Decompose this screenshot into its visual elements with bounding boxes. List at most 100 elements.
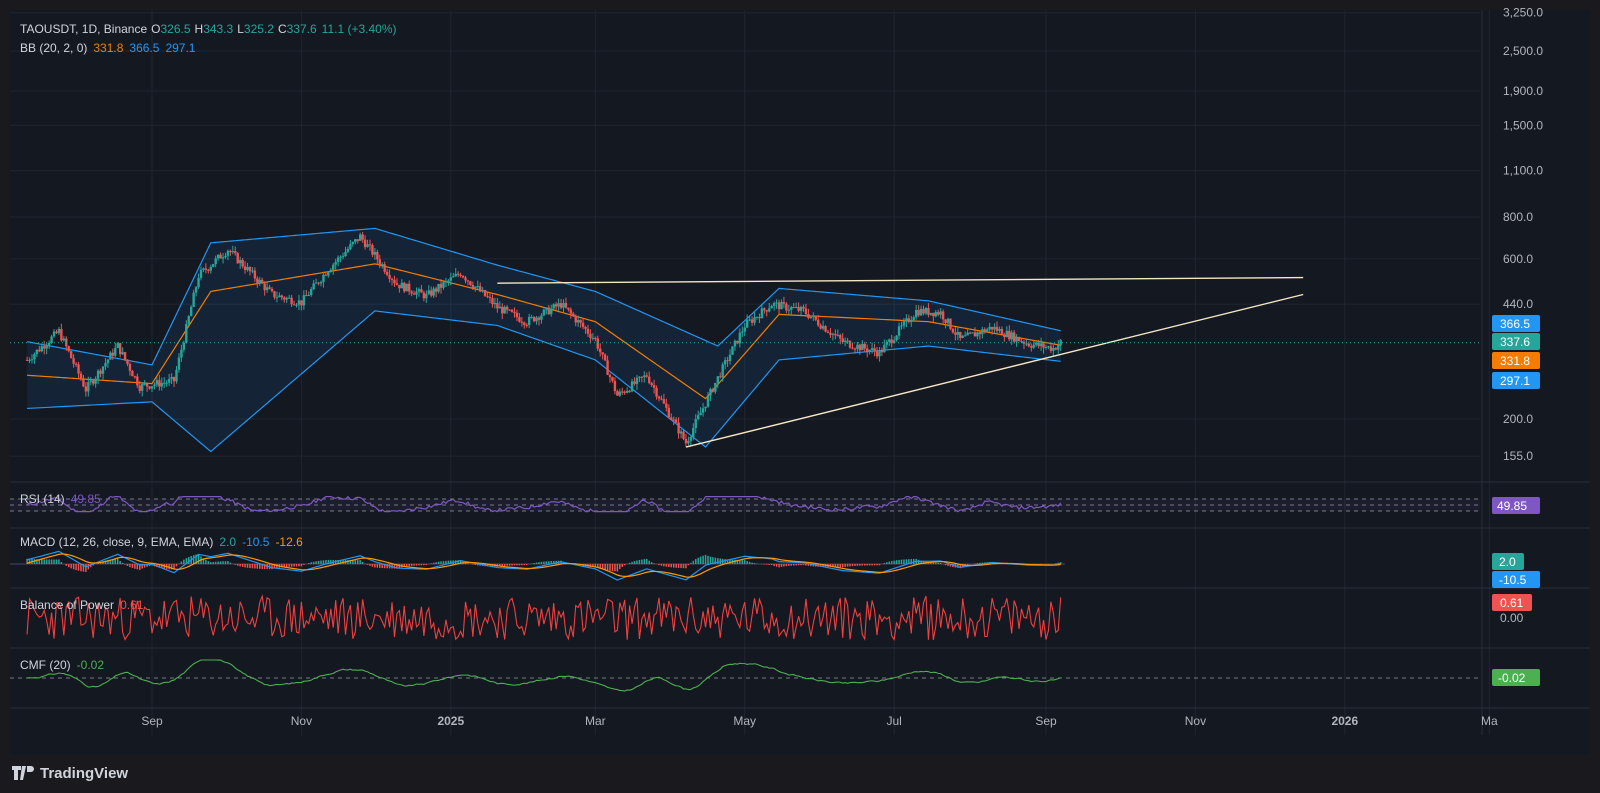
time-tick-label: 2026 — [1331, 714, 1358, 728]
candle-body — [537, 317, 541, 320]
cmf-pane — [10, 659, 1480, 692]
candle-body — [648, 376, 651, 384]
candle-body — [633, 381, 636, 384]
candle-body — [202, 268, 205, 270]
candle-body — [226, 250, 230, 256]
macd-legend[interactable]: MACD (12, 26, close, 9, EMA, EMA) 2.0 -10.… — [20, 535, 303, 549]
candle-body — [508, 309, 511, 311]
bop-legend[interactable]: Balance of Power 0.61 — [20, 598, 144, 612]
candle-body — [388, 274, 391, 279]
bop-zero-label: 0.00 — [1500, 611, 1524, 625]
candle-body — [116, 343, 119, 348]
candle-body — [655, 387, 658, 397]
candle-body — [505, 306, 509, 310]
candle-body — [344, 251, 347, 257]
candle-body — [856, 344, 859, 349]
candle-body — [385, 271, 389, 275]
cmf-legend[interactable]: CMF (20) -0.02 — [20, 658, 104, 672]
candle-body — [278, 295, 281, 298]
candle-body — [67, 346, 70, 352]
candle-body — [652, 385, 656, 388]
bop-pane — [26, 594, 1062, 642]
time-tick-label: 2025 — [437, 714, 464, 728]
candle-body — [927, 307, 930, 315]
candle-body — [939, 311, 942, 315]
candle-body — [295, 304, 298, 306]
chart-area[interactable] — [10, 10, 1590, 755]
candle-body — [760, 308, 764, 319]
candle-body — [476, 286, 479, 288]
price-tag-upper-text: 366.5 — [1500, 317, 1530, 331]
rsi-legend[interactable]: RSI (14) 49.85 — [20, 492, 101, 506]
time-axis[interactable]: Sep Nov 2025 Mar May Jul Sep Nov 2026 Ma — [141, 714, 1498, 728]
candle-body — [145, 383, 149, 387]
gridlines — [10, 10, 1490, 735]
candle-body — [665, 403, 668, 408]
candle-body — [118, 343, 122, 355]
rsi-tag-text: 49.85 — [1497, 499, 1527, 513]
candle-body — [212, 264, 215, 267]
candle-body — [425, 293, 428, 299]
candle-body — [417, 289, 421, 292]
candle-body — [390, 278, 394, 280]
candle-body — [501, 306, 504, 314]
bop-tag-text: 0.61 — [1500, 596, 1524, 610]
macd-line-tag: -10.5 — [1492, 571, 1540, 588]
candle-body — [839, 334, 842, 339]
candle-body — [836, 334, 840, 336]
price-axis[interactable]: 3,250.0 2,500.0 1,900.0 1,500.0 1,100.0 800.0… — [1503, 6, 1543, 463]
candle-body — [479, 286, 482, 292]
candle-body — [366, 244, 369, 248]
rsi-tag: 49.85 — [1492, 497, 1540, 514]
candle-body — [334, 261, 337, 265]
candle-body — [297, 300, 301, 305]
candle-body — [954, 332, 957, 335]
candle-body — [711, 388, 715, 392]
candle-body — [209, 266, 212, 271]
candle-body — [520, 321, 524, 323]
candle-body — [670, 417, 673, 420]
candle-body — [398, 284, 401, 289]
candle-body — [674, 419, 678, 423]
candle-body — [804, 308, 808, 314]
candle-body — [111, 352, 115, 356]
candle-body — [163, 382, 166, 384]
legend-main[interactable]: TAOUSDT, 1D, Binance O326.5 H343.3 L325.2 C3… — [20, 22, 396, 55]
candle-body — [128, 364, 132, 371]
candle-body — [216, 254, 220, 259]
candle-body — [799, 306, 803, 311]
pane-separators[interactable] — [10, 10, 1590, 735]
candle-body — [496, 302, 499, 309]
candle-body — [101, 366, 105, 374]
candle-body — [699, 412, 702, 416]
candle-body — [503, 306, 506, 314]
candle-body — [802, 306, 805, 309]
bb-legend[interactable]: BB (20, 2, 0) 331.8 366.5 297.1 — [20, 41, 196, 55]
candle-body — [187, 316, 190, 324]
candle-body — [368, 244, 372, 246]
candle-body — [488, 297, 492, 299]
candle-body — [863, 343, 866, 349]
candle-body — [589, 333, 592, 339]
tradingview-brand[interactable]: TradingView — [12, 762, 128, 784]
candle-body — [843, 340, 847, 342]
candle-body — [817, 319, 820, 326]
symbol-title[interactable]: TAOUSDT, 1D, Binance O326.5 H343.3 L325.2 C3… — [20, 22, 396, 36]
bb-fill — [27, 228, 1061, 452]
candle-body — [831, 333, 835, 335]
candle-body — [890, 339, 893, 344]
candle-body — [322, 274, 325, 283]
trendlines[interactable] — [497, 276, 1304, 448]
trendline-resistance — [497, 276, 1304, 284]
candle-body — [591, 337, 595, 339]
bb-lower-value: 297.1 — [165, 41, 195, 55]
candle-body — [197, 277, 200, 288]
candle-body — [263, 283, 266, 291]
candle-body — [407, 283, 411, 292]
candle-body — [542, 309, 546, 316]
candle-body — [158, 380, 161, 387]
time-tick-label: Sep — [1035, 714, 1057, 728]
candle-body — [736, 340, 739, 344]
candle-body — [721, 364, 724, 378]
